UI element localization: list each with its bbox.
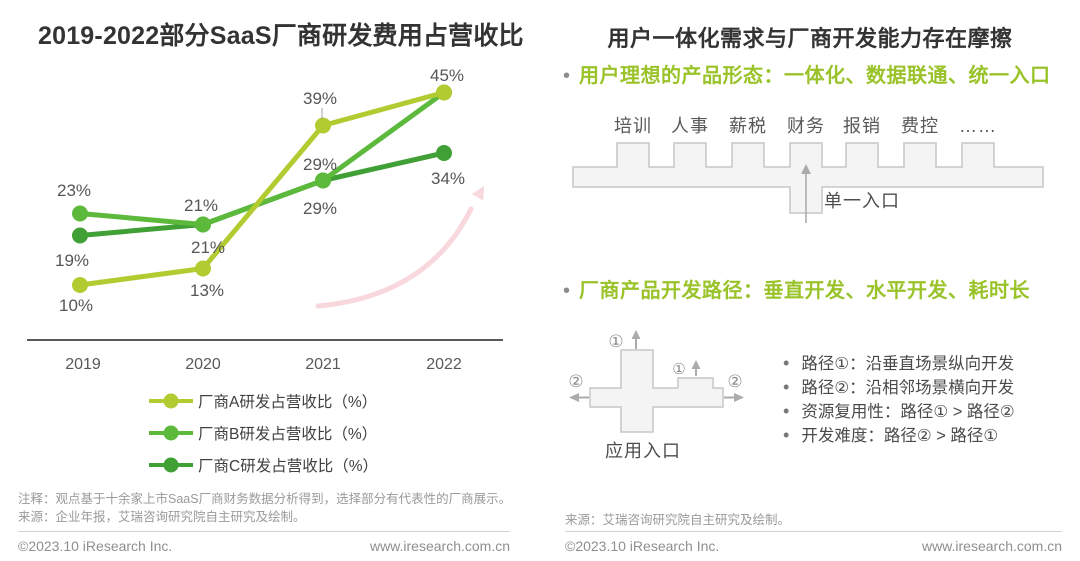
bullet-icon: • bbox=[563, 65, 571, 87]
right-source-note: 来源：艾瑞咨询研究院自主研究及绘制。 bbox=[565, 513, 791, 527]
list-item: • 开发难度：路径② > 路径① bbox=[783, 422, 1015, 446]
data-label: 23% bbox=[57, 181, 91, 200]
x-tick-2020: 2020 bbox=[185, 356, 221, 373]
module-label: 财务 bbox=[787, 116, 825, 136]
data-point bbox=[72, 205, 88, 222]
data-label: 39% bbox=[303, 89, 337, 108]
path2-badge: ② bbox=[727, 372, 742, 391]
data-point bbox=[72, 277, 88, 293]
right-footer: ©2023.10 iResearch Inc. www.iresearch.co… bbox=[565, 531, 1062, 554]
legend-item-vendor-c: 厂商C研发占营收比（%） bbox=[148, 454, 378, 476]
data-label: 34% bbox=[431, 169, 465, 188]
bullet-icon: • bbox=[783, 425, 790, 445]
legend-marker-b-icon bbox=[149, 425, 193, 441]
bullet-vendor-dev-path: • 厂商产品开发路径：垂直开发、水平开发、耗时长 bbox=[563, 278, 1030, 304]
list-item-text: 路径①：沿垂直场景纵向开发 bbox=[801, 355, 1015, 373]
module-label: 报销 bbox=[843, 116, 881, 136]
bullet-icon: • bbox=[783, 401, 790, 421]
bullet-user-ideal-product: • 用户理想的产品形态：一体化、数据联通、统一入口 bbox=[563, 63, 1051, 89]
path1-badge: ① bbox=[672, 361, 685, 378]
list-item: • 路径②：沿相邻场景横向开发 bbox=[783, 374, 1015, 398]
data-label: 29% bbox=[303, 155, 337, 174]
series-vendor-c bbox=[72, 145, 452, 244]
path1-badge: ① bbox=[608, 332, 623, 351]
module-label: …… bbox=[959, 116, 997, 136]
data-label: 21% bbox=[191, 238, 225, 257]
list-item-text: 资源复用性：路径① > 路径② bbox=[801, 403, 1015, 421]
growth-arrow-icon bbox=[315, 186, 484, 309]
module-label: 费控 bbox=[901, 116, 939, 136]
legend-item-vendor-a: 厂商A研发占营收比（%） bbox=[148, 390, 378, 412]
bullet-text: 厂商产品开发路径：垂直开发、水平开发、耗时长 bbox=[579, 280, 1031, 302]
list-item-text: 开发难度：路径② > 路径① bbox=[801, 427, 999, 445]
cross-shape bbox=[589, 349, 724, 433]
data-point bbox=[315, 117, 331, 134]
data-label: 10% bbox=[59, 296, 93, 315]
list-item: • 路径①：沿垂直场景纵向开发 bbox=[783, 350, 1015, 374]
module-label: 培训 bbox=[614, 116, 652, 136]
data-label: 45% bbox=[430, 66, 464, 85]
vertical-path-arrow-icon bbox=[631, 330, 641, 349]
legend-label: 厂商C研发占营收比（%） bbox=[198, 458, 378, 475]
list-item-text: 路径②：沿相邻场景横向开发 bbox=[801, 379, 1015, 397]
legend-label: 厂商A研发占营收比（%） bbox=[198, 394, 378, 411]
data-label: 21% bbox=[184, 196, 218, 215]
left-notes: 注释：观点基于十余家上市SaaS厂商财务数据分析得到，选择部分有代表性的厂商展示… bbox=[18, 491, 518, 526]
series-line bbox=[79, 90, 445, 288]
left-path-arrow-icon bbox=[569, 393, 589, 402]
module-label: 薪税 bbox=[729, 116, 767, 136]
copyright-text: ©2023.10 iResearch Inc. bbox=[565, 538, 720, 554]
single-entry-arrow-icon bbox=[801, 164, 811, 223]
integration-comb-diagram: 培训 人事 薪税 财务 报销 费控 …… 单一入口 bbox=[572, 116, 1044, 223]
path2-badge: ② bbox=[568, 372, 583, 391]
website-text: www.iresearch.com.cn bbox=[369, 538, 510, 554]
website-text: www.iresearch.com.cn bbox=[921, 538, 1062, 554]
data-label: 29% bbox=[303, 199, 337, 218]
bullet-text: 用户理想的产品形态：一体化、数据联通、统一入口 bbox=[579, 65, 1051, 87]
bullet-icon: • bbox=[783, 377, 790, 397]
data-point bbox=[315, 172, 331, 189]
data-label: 13% bbox=[190, 281, 224, 300]
rd-expense-line-chart: 10% 13% 39% 45% 23% 21% 29% 19% 21% 29% … bbox=[27, 66, 503, 373]
data-point bbox=[436, 145, 452, 161]
series-vendor-a bbox=[72, 84, 452, 293]
comb-shape bbox=[572, 142, 1044, 214]
legend-marker-a-icon bbox=[149, 393, 193, 409]
data-label: 19% bbox=[55, 251, 89, 270]
legend-marker-c-icon bbox=[149, 457, 193, 473]
note-line-2: 来源：企业年报，艾瑞咨询研究院自主研究及绘制。 bbox=[18, 509, 306, 524]
legend-item-vendor-b: 厂商B研发占营收比（%） bbox=[148, 422, 378, 444]
x-tick-2021: 2021 bbox=[305, 356, 341, 373]
x-tick-2022: 2022 bbox=[426, 356, 462, 373]
data-point bbox=[72, 227, 88, 244]
right-panel-title: 用户一体化需求与厂商开发能力存在摩擦 bbox=[607, 26, 1013, 51]
series-line bbox=[79, 150, 445, 238]
app-entry-label: 应用入口 bbox=[605, 441, 681, 461]
series-line bbox=[79, 90, 446, 227]
x-tick-2019: 2019 bbox=[65, 356, 101, 373]
bullet-icon: • bbox=[563, 280, 571, 302]
bullet-icon: • bbox=[783, 353, 790, 373]
chart-legend: 厂商A研发占营收比（%） 厂商B研发占营收比（%） 厂商C研发占营收比（%） bbox=[148, 390, 378, 476]
left-chart-title: 2019-2022部分SaaS厂商研发费用占营收比 bbox=[38, 22, 524, 50]
single-entry-label: 单一入口 bbox=[824, 191, 900, 211]
list-item: • 资源复用性：路径① > 路径② bbox=[783, 398, 1015, 422]
note-line-1: 注释：观点基于十余家上市SaaS厂商财务数据分析得到，选择部分有代表性的厂商展示… bbox=[18, 492, 512, 506]
left-footer: ©2023.10 iResearch Inc. www.iresearch.co… bbox=[18, 531, 510, 554]
data-point bbox=[195, 260, 211, 277]
legend-label: 厂商B研发占营收比（%） bbox=[198, 426, 378, 443]
module-label: 人事 bbox=[671, 116, 709, 136]
step-path-arrow-icon bbox=[691, 360, 701, 376]
copyright-text: ©2023.10 iResearch Inc. bbox=[18, 538, 173, 554]
right-path-arrow-icon bbox=[724, 393, 744, 402]
data-point bbox=[436, 84, 452, 101]
data-point bbox=[195, 216, 211, 233]
dev-path-cross-diagram: ① ① ② ② 应用入口 bbox=[568, 330, 744, 461]
dev-path-notes-list: • 路径①：沿垂直场景纵向开发 • 路径②：沿相邻场景横向开发 • 资源复用性：… bbox=[783, 350, 1015, 446]
